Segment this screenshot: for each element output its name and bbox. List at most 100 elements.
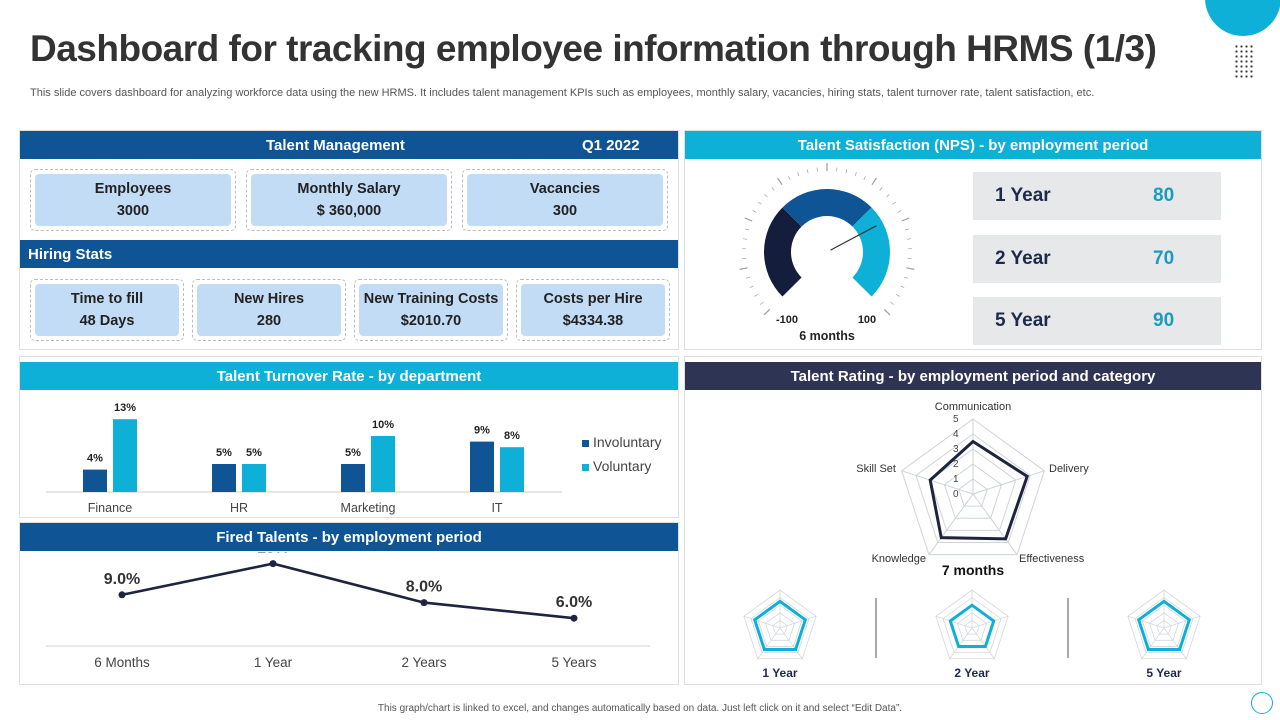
radar-spoke — [972, 493, 1018, 555]
talent-satisfaction-title: Talent Satisfaction (NPS) - by employmen… — [797, 136, 1149, 154]
gauge-tick — [903, 276, 908, 279]
rating-header: Talent Rating - by employment period and… — [685, 362, 1261, 390]
bar-label: 8% — [504, 430, 520, 442]
small-radar-grid-ring — [765, 612, 795, 641]
small-radar-grid-ring — [957, 612, 987, 641]
small-radar-spoke — [1163, 615, 1201, 629]
gauge-tick — [788, 176, 791, 180]
gauge-tick — [892, 201, 896, 205]
bar — [371, 436, 395, 492]
gauge-tick — [890, 301, 894, 305]
gauge-needle — [830, 225, 877, 251]
gauge-tick — [754, 294, 759, 297]
gauge-segment-high — [852, 207, 890, 297]
gauge-tick — [883, 308, 891, 316]
gauge-tick — [886, 194, 890, 198]
bar — [242, 464, 266, 492]
nps-row-5-year: 5 Year 90 — [973, 297, 1221, 345]
gauge-tick — [752, 210, 757, 213]
radar-axis-label: Knowledge — [872, 553, 926, 565]
talent-management-header: Talent Management Q1 2022 — [20, 131, 678, 159]
radar-tick-label: 3 — [953, 444, 959, 455]
radar-axis-label: Communication — [935, 401, 1011, 413]
gauge-tick — [904, 228, 909, 231]
gauge-segment-low — [764, 207, 802, 297]
gauge-tick — [901, 217, 910, 222]
bar-label: 5% — [345, 447, 361, 459]
gauge-tick — [863, 176, 866, 180]
category-label: IT — [491, 501, 502, 515]
gauge-ticks — [739, 163, 915, 316]
radar-tick-label: 0 — [953, 489, 959, 500]
nps-gauge: -100 100 6 months — [739, 163, 915, 343]
gauge-tick — [906, 238, 912, 240]
bar — [113, 419, 137, 492]
gauge-tick — [879, 187, 883, 191]
fired-title: Fired Talents - by employment period — [216, 528, 482, 546]
small-radar-label: 5 Year — [1146, 666, 1181, 680]
bar — [341, 464, 365, 492]
gauge-tick — [745, 228, 750, 231]
radar-axis-label: Effectiveness — [1019, 553, 1085, 565]
gauge-tick — [744, 217, 753, 222]
kpi-costs-per-hire: Costs per Hire $4334.38 — [516, 279, 670, 341]
kpi-value: 300 — [552, 203, 578, 219]
gauge-tick — [871, 177, 877, 185]
gauge-tick — [763, 308, 771, 316]
kpi-label: New Training Costs — [363, 291, 499, 307]
hiring-stats-title: Hiring Stats — [28, 245, 113, 263]
legend-label: Involuntary — [593, 434, 661, 450]
corner-circle — [1251, 692, 1273, 714]
radar-spoke — [901, 470, 974, 495]
small-radar-spoke — [949, 627, 973, 659]
talent-management-panel: Talent Management Q1 2022 Employees 3000 … — [19, 130, 679, 350]
small-radar-spoke — [971, 615, 1009, 629]
bar — [470, 441, 494, 492]
small-radar-grid-ring — [1149, 612, 1179, 641]
radar-spoke — [972, 470, 1045, 495]
small-radar-spoke — [743, 615, 781, 629]
gauge-min-label: -100 — [776, 314, 798, 326]
nps-row-2-year: 2 Year 70 — [973, 235, 1221, 283]
small-radar-grid-ring — [942, 597, 1002, 653]
radar-axis-label: Delivery — [1049, 463, 1089, 475]
gauge-tick — [760, 301, 764, 305]
nps-row-value: 90 — [1153, 310, 1175, 331]
gauge-caption: 6 months — [799, 329, 855, 343]
nps-row-label: 2 Year — [995, 248, 1051, 269]
small-radar-spoke — [779, 627, 803, 659]
small-radar-grid-ring — [750, 597, 810, 653]
gauge-tick — [906, 267, 915, 270]
bar-label: 5% — [216, 447, 232, 459]
category-label: Marketing — [341, 501, 396, 515]
small-radar-series — [948, 603, 996, 648]
gauge-segment-mid — [782, 189, 872, 227]
fired-panel: Fired Talents - by employment period — [19, 522, 679, 685]
point-label: 8.0% — [406, 579, 442, 596]
period-label: Q1 2022 — [582, 136, 640, 154]
point-label: 9.0% — [104, 571, 140, 588]
decorative-dots — [1234, 44, 1254, 80]
fired-line — [121, 562, 575, 620]
kpi-value: 280 — [256, 313, 282, 329]
small-radar-series — [1136, 599, 1192, 652]
small-radar-grid-ring — [743, 589, 817, 660]
kpi-value: 48 Days — [79, 313, 135, 329]
small-radar-label: 1 Year — [762, 666, 797, 680]
page-subtitle: This slide covers dashboard for analyzin… — [30, 87, 1095, 99]
legend-label: Voluntary — [593, 458, 651, 474]
radar-grid-ring — [901, 418, 1045, 556]
kpi-label: Costs per Hire — [543, 291, 643, 307]
decorative-circle — [1205, 0, 1280, 36]
category-label: 2 Years — [401, 655, 446, 670]
gauge-tick — [739, 267, 748, 270]
nps-row-label: 1 Year — [995, 185, 1051, 206]
kpi-value: $4334.38 — [562, 313, 624, 329]
category-label: 1 Year — [254, 655, 293, 670]
radar-axis-label: Skill Set — [856, 463, 896, 475]
gauge-tick — [806, 169, 809, 174]
data-point — [269, 560, 277, 568]
nps-row-label: 5 Year — [995, 310, 1051, 331]
small-radar-spoke — [779, 615, 817, 629]
gauge-tick — [758, 201, 762, 205]
